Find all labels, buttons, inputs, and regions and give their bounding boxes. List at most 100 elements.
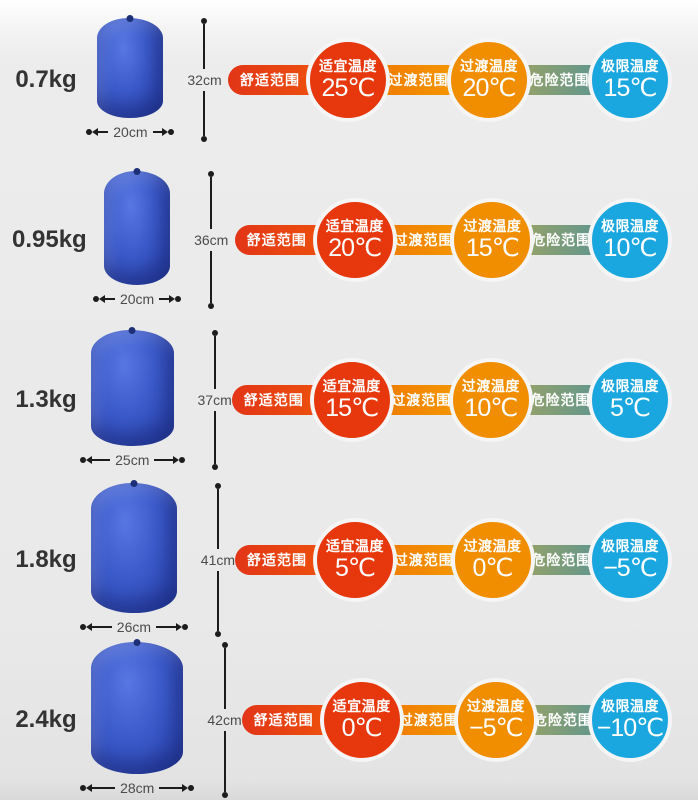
comfort-temp-value: 0℃: [341, 714, 383, 742]
measure-end-dot: [80, 623, 86, 630]
measure-line: [223, 731, 226, 793]
bag-figure: 28cm 42cm: [80, 638, 242, 799]
width-label: 20cm: [113, 124, 148, 141]
transition-temp-value: 15℃: [465, 234, 520, 262]
bag-figure: 20cm 36cm: [87, 168, 235, 309]
bag-column: 20cm: [86, 14, 175, 141]
bag-column: 25cm: [80, 326, 185, 467]
height-measure: 32cm: [187, 17, 222, 143]
transition-temp-value: 20℃: [462, 74, 517, 102]
measure-line: [159, 787, 183, 790]
measure-end-dot: [221, 792, 228, 799]
comfort-range-label: 舒适范围: [240, 72, 300, 88]
transition-temp-title: 过渡温度: [463, 217, 522, 234]
height-label: 41cm: [200, 552, 236, 568]
bag-drawstring-dot: [133, 168, 141, 176]
height-measure: 36cm: [194, 171, 228, 309]
measure-end-dot: [201, 17, 208, 24]
measure-end-dot: [80, 785, 86, 792]
limit-temp-value: 15℃: [603, 74, 658, 102]
limit-temp-value: −10℃: [596, 714, 664, 742]
bag-figure: 26cm 41cm: [80, 480, 236, 637]
comfort-temp-title: 适宜温度: [325, 217, 384, 234]
transition-temp-circle: 过渡温度 −5℃: [453, 678, 538, 762]
measure-line: [92, 787, 116, 790]
measure-line: [210, 177, 213, 229]
measure-line: [92, 459, 111, 462]
comfort-temp-circle: 适宜温度 15℃: [309, 358, 394, 442]
width-measure: 20cm: [93, 292, 182, 306]
measure-end-dot: [181, 623, 188, 630]
comfort-range-label: 舒适范围: [243, 392, 304, 408]
weight-label: 0.95kg: [12, 226, 87, 253]
bag-column: 26cm: [80, 480, 188, 635]
transition-temp-value: 0℃: [472, 554, 514, 582]
transition-temp-value: 10℃: [464, 394, 518, 422]
comfort-temp-title: 适宜温度: [332, 697, 391, 714]
measure-line: [203, 23, 206, 69]
danger-range-label: 危险范围: [530, 392, 591, 408]
width-measure: 25cm: [80, 453, 185, 467]
width-label: 26cm: [116, 618, 152, 635]
height-label: 37cm: [197, 392, 232, 408]
width-label: 28cm: [120, 780, 155, 797]
measure-end-dot: [221, 641, 228, 648]
bag-drawstring-dot: [126, 14, 134, 22]
transition-range-label: 过渡范围: [393, 552, 454, 568]
arrow-right-icon: [182, 784, 189, 793]
measure-end-dot: [208, 302, 215, 309]
limit-temp-circle: 极限温度 5℃: [588, 358, 673, 442]
transition-range-label: 过渡范围: [398, 712, 459, 728]
arrow-left-icon: [86, 622, 92, 631]
arrow-right-icon: [162, 128, 169, 137]
height-measure: 42cm: [207, 641, 242, 799]
measure-end-dot: [211, 464, 218, 471]
transition-temp-circle: 过渡温度 20℃: [447, 38, 531, 122]
comfort-range-label: 舒适范围: [247, 552, 308, 568]
transition-temp-title: 过渡温度: [461, 377, 520, 394]
comfort-temp-title: 适宜温度: [319, 57, 377, 74]
comfort-temp-value: 25℃: [321, 74, 376, 102]
width-measure: 20cm: [86, 124, 175, 141]
measure-line: [98, 131, 109, 134]
bag-image: [97, 14, 164, 119]
comfort-temp-circle: 适宜温度 25℃: [306, 38, 390, 122]
rating-row: 0.7kg 20cm 32cm: [0, 0, 698, 160]
transition-range-label: 过渡范围: [391, 392, 452, 408]
comfort-temp-circle: 适宜温度 20℃: [312, 198, 397, 282]
measure-line: [156, 625, 176, 628]
measure-end-dot: [86, 129, 93, 136]
danger-range-label: 危险范围: [531, 232, 592, 248]
bag-drawstring-dot: [133, 638, 141, 646]
limit-temp-title: 极限温度: [601, 377, 660, 394]
measure-line: [203, 91, 206, 137]
limit-temp-title: 极限温度: [601, 217, 659, 234]
transition-temp-circle: 过渡温度 15℃: [450, 198, 535, 282]
measure-line: [213, 335, 216, 389]
danger-range-label: 危险范围: [529, 72, 590, 88]
measure-end-dot: [214, 630, 221, 637]
height-label: 32cm: [187, 72, 222, 88]
height-label: 42cm: [207, 712, 242, 728]
measure-end-dot: [175, 295, 182, 302]
height-measure: 37cm: [197, 329, 232, 471]
bag-figure: 25cm 37cm: [80, 326, 232, 471]
measure-end-dot: [80, 457, 86, 464]
measure-line: [152, 131, 163, 134]
comfort-temp-title: 适宜温度: [326, 537, 385, 554]
bag-image: [104, 168, 171, 285]
limit-temp-circle: 极限温度 10℃: [588, 198, 672, 282]
bag-image: [91, 480, 177, 613]
transition-temp-circle: 过渡温度 0℃: [450, 518, 535, 602]
measure-end-dot: [168, 129, 175, 136]
comfort-temp-circle: 适宜温度 0℃: [319, 678, 404, 762]
temperature-scale: 舒适范围 适宜温度 15℃ 过渡范围 过渡温度 10℃ 危险范围 极限温度 5℃: [231, 358, 698, 442]
danger-range-label: 危险范围: [532, 712, 593, 728]
measure-end-dot: [211, 329, 218, 336]
measure-end-dot: [208, 171, 215, 178]
weight-label: 0.7kg: [15, 66, 77, 93]
comfort-range-label: 舒适范围: [253, 712, 314, 728]
limit-temp-circle: 极限温度 −10℃: [588, 678, 672, 762]
